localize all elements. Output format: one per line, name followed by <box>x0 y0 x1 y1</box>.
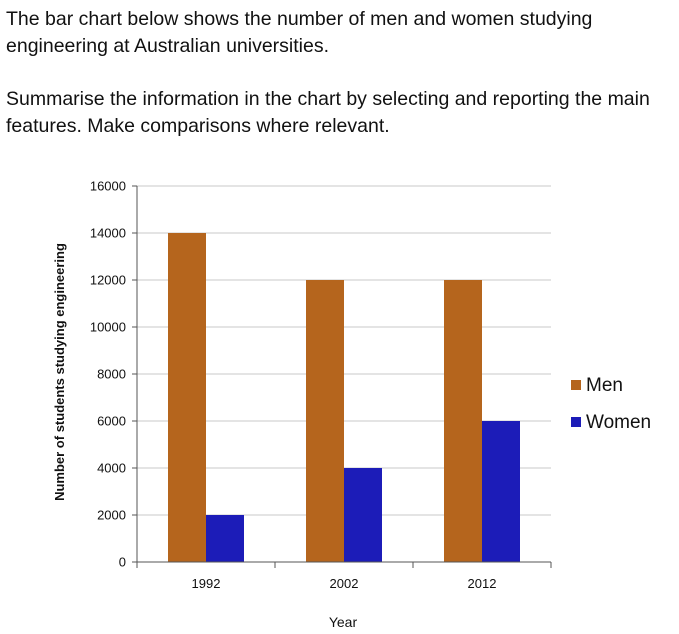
bar-men-1992 <box>168 233 206 562</box>
bar-women-1992 <box>206 515 244 562</box>
y-tick-label: 6000 <box>97 414 126 429</box>
legend-label-men: Men <box>586 375 623 396</box>
legend-swatch-men <box>571 380 581 390</box>
bar-women-2012 <box>482 421 520 562</box>
y-tick-label: 12000 <box>90 273 126 288</box>
y-tick-label: 2000 <box>97 508 126 523</box>
x-tick-label: 2002 <box>330 576 359 591</box>
bar-men-2012 <box>444 280 482 562</box>
y-tick-label: 4000 <box>97 461 126 476</box>
task-instruction: Summarise the information in the chart b… <box>6 88 650 137</box>
bar-men-2002 <box>306 280 344 562</box>
y-tick-label: 8000 <box>97 367 126 382</box>
legend: Men Women <box>571 375 651 433</box>
x-tick-label: 2012 <box>468 576 497 591</box>
legend-label-women: Women <box>586 412 651 433</box>
x-tick-label: 1992 <box>192 576 221 591</box>
y-tick-label: 0 <box>119 555 126 570</box>
x-axis-label: Year <box>329 614 358 630</box>
y-tick-label: 16000 <box>90 179 126 194</box>
y-tick-label: 10000 <box>90 320 126 335</box>
y-axis-label: Number of students studying engineering <box>52 243 67 501</box>
axes: 0 2000 4000 6000 8000 10000 12000 14000 16000 199… <box>90 179 552 591</box>
bars <box>168 233 520 562</box>
task-description: The bar chart below shows the number of … <box>6 8 593 57</box>
bar-women-2002 <box>344 468 382 562</box>
y-tick-label: 14000 <box>90 226 126 241</box>
legend-swatch-women <box>571 417 581 427</box>
